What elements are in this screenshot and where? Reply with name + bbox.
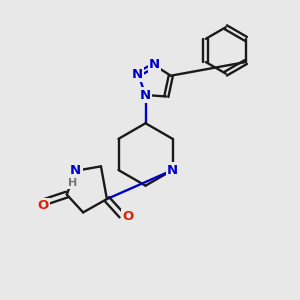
Text: N: N xyxy=(167,164,178,177)
Text: N: N xyxy=(149,58,160,71)
Text: O: O xyxy=(123,210,134,224)
Text: N: N xyxy=(70,164,81,177)
Text: N: N xyxy=(132,68,143,81)
Text: H: H xyxy=(68,178,77,188)
Text: N: N xyxy=(140,88,151,101)
Text: O: O xyxy=(38,199,49,212)
